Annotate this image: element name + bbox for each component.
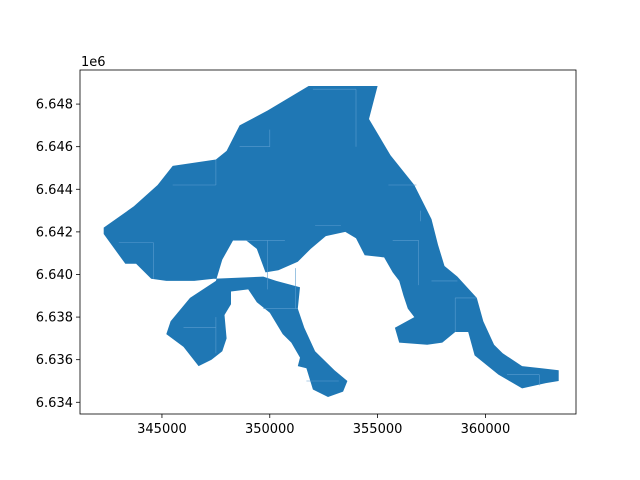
y-tick-label: 6.646 xyxy=(36,140,73,155)
x-tick-label: 360000 xyxy=(461,422,511,437)
y-tick-label: 6.640 xyxy=(36,268,73,283)
y-tick-label: 6.634 xyxy=(36,396,73,411)
x-tick-label: 350000 xyxy=(245,422,295,437)
region-polygon xyxy=(103,86,559,397)
y-axis: 6.634 6.636 6.638 6.640 6.642 6.644 6.646 6.648 xyxy=(36,98,80,411)
x-tick-label: 345000 xyxy=(137,422,187,437)
internal-boundary-lines xyxy=(118,88,540,386)
y-tick-label: 6.644 xyxy=(36,183,73,198)
x-tick-label: 355000 xyxy=(353,422,403,437)
y-offset-label: 1e6 xyxy=(81,55,106,70)
y-tick-label: 6.642 xyxy=(36,225,73,240)
y-tick-label: 6.648 xyxy=(36,98,73,113)
x-axis: 345000 350000 355000 360000 xyxy=(137,414,510,437)
y-tick-label: 6.636 xyxy=(36,353,73,368)
y-tick-label: 6.638 xyxy=(36,311,73,326)
map-layer xyxy=(103,86,559,397)
axes-frame xyxy=(79,69,577,415)
